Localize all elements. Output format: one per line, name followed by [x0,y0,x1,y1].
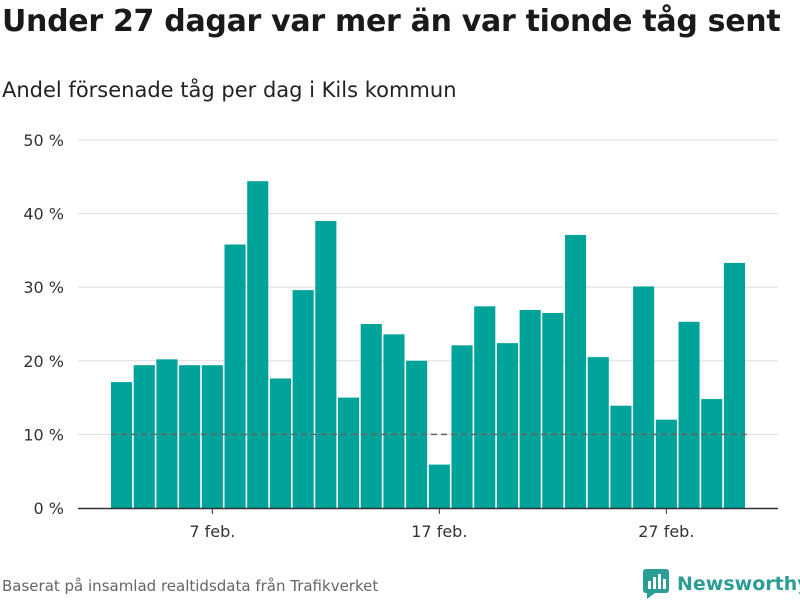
bar [610,405,632,508]
bar [451,345,473,508]
bar [519,310,541,508]
source-note: Baserat på insamlad realtidsdata från Tr… [2,577,379,595]
bar [360,324,382,508]
bar-chart-logo-icon [643,569,669,599]
bar [315,220,337,508]
bar [224,244,246,508]
bar [338,397,360,508]
bar [565,234,587,508]
bar [111,382,133,508]
chart-title: Under 27 dagar var mer än var tionde tåg… [2,4,781,39]
bar [655,419,677,508]
x-tick-label: 7 feb. [189,522,235,541]
bar [292,290,314,508]
bar [247,181,269,508]
bar [496,343,518,508]
y-tick-label: 20 % [23,352,64,371]
y-tick-label: 0 % [34,499,64,518]
y-tick-label: 10 % [23,425,64,444]
bar [201,365,223,508]
bar [678,321,700,508]
bar [723,262,745,508]
brand-logo[interactable]: Newsworthy [643,569,800,599]
y-tick-label: 30 % [23,278,64,297]
y-tick-label: 50 % [23,131,64,150]
bar [587,357,609,508]
bar [269,378,291,508]
chart-subtitle: Andel försenade tåg per dag i Kils kommu… [2,78,457,102]
bar [133,365,155,508]
y-axis-ticks: 0 % 10 % 20 % 30 % 40 % 50 % [23,131,64,518]
bar [633,286,655,508]
bars [111,181,745,508]
x-tick-label: 27 feb. [638,522,694,541]
bar [701,399,723,508]
bar [542,312,564,508]
bar [474,306,496,508]
bar [428,464,450,508]
brand-name: Newsworthy [677,573,800,595]
x-axis: 7 feb. 17 feb. 27 feb. [78,507,778,541]
y-tick-label: 40 % [23,205,64,224]
bar [383,334,405,508]
x-tick-label: 17 feb. [411,522,467,541]
bar [179,365,201,508]
